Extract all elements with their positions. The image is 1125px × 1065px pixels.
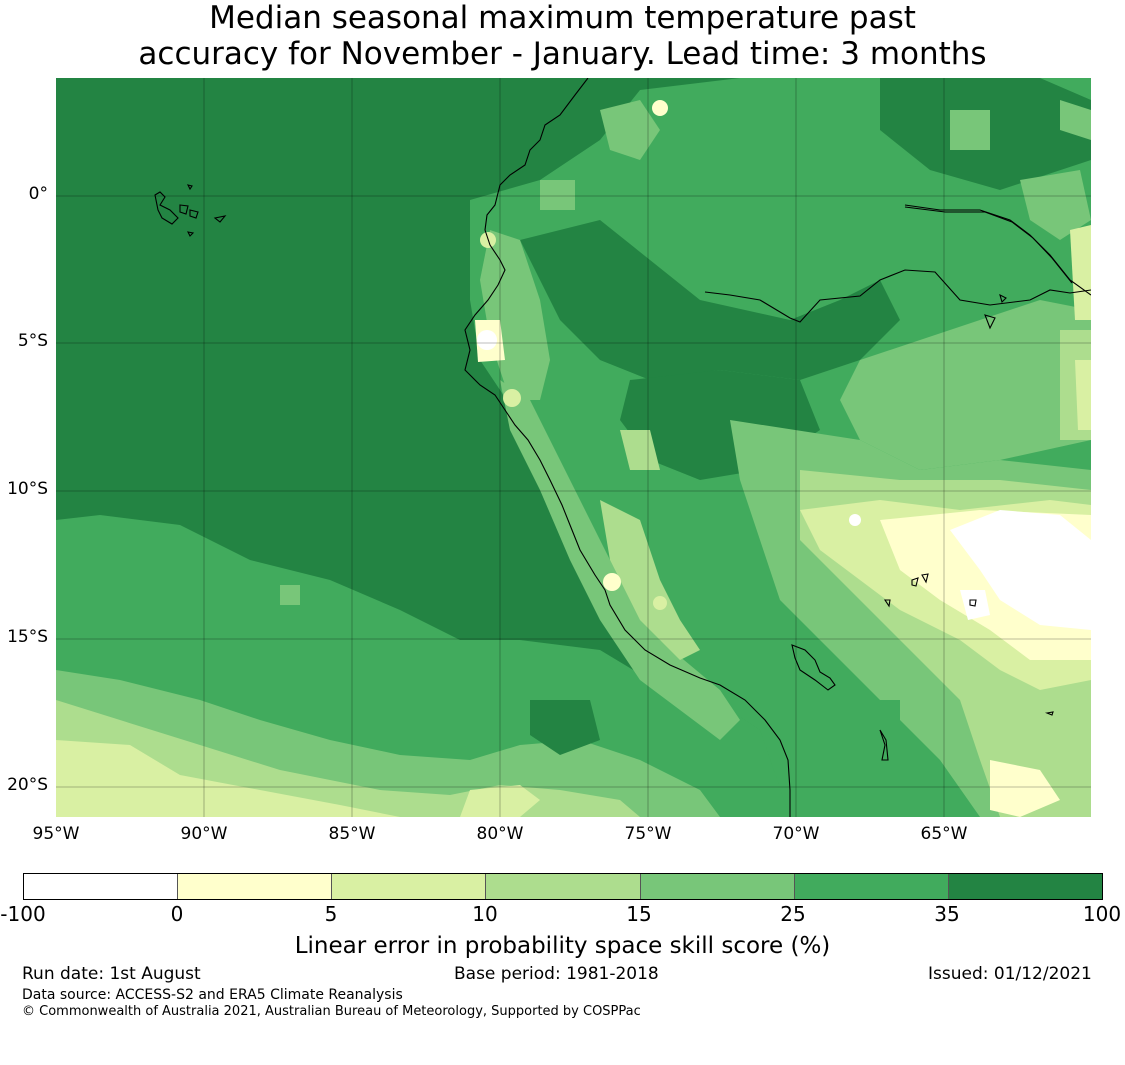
data-source: Data source: ACCESS-S2 and ERA5 Climate … (22, 987, 403, 1003)
lat-label-20s: 20°S (7, 775, 48, 795)
colorbar-tick: 10 (472, 902, 498, 926)
skill-score-map (56, 78, 1091, 817)
colorbar-segment-5 (640, 874, 795, 899)
lon-label-85w: 85°W (328, 824, 376, 844)
chart-title: Median seasonal maximum temperature past… (0, 0, 1125, 72)
lon-label-90w: 90°W (180, 824, 228, 844)
lat-label-5s: 5°S (17, 331, 48, 351)
lon-label-70w: 70°W (772, 824, 820, 844)
colorbar (23, 873, 1103, 900)
lat-label-10s: 10°S (7, 479, 48, 499)
lat-label-15s: 15°S (7, 627, 48, 647)
base-period: Base period: 1981-2018 (454, 964, 659, 984)
graticule (56, 78, 1091, 817)
copyright: © Commonwealth of Australia 2021, Austra… (22, 1004, 641, 1019)
colorbar-segment-4 (486, 874, 641, 899)
colorbar-tick: 15 (626, 902, 652, 926)
title-line-1: Median seasonal maximum temperature past (209, 0, 916, 36)
lon-label-65w: 65°W (920, 824, 968, 844)
colorbar-segment-1 (24, 874, 179, 899)
lat-label-0: 0° (28, 184, 48, 204)
colorbar-label: Linear error in probability space skill … (294, 933, 831, 959)
lon-label-75w: 75°W (624, 824, 672, 844)
map-field (56, 78, 1091, 817)
colorbar-tick: 100 (1082, 902, 1122, 926)
colorbar-tick: 25 (780, 902, 806, 926)
colorbar-tick: 0 (170, 902, 184, 926)
lon-label-95w: 95°W (32, 824, 80, 844)
issued-date: Issued: 01/12/2021 (928, 964, 1092, 984)
colorbar-segment-2 (178, 874, 333, 899)
run-date: Run date: 1st August (22, 964, 201, 984)
colorbar-segment-7 (948, 874, 1102, 899)
colorbar-segment-6 (794, 874, 949, 899)
colorbar-tick: 35 (934, 902, 960, 926)
title-line-2: accuracy for November - January. Lead ti… (138, 36, 987, 72)
colorbar-segment-3 (332, 874, 487, 899)
coastline (154, 78, 1091, 817)
colorbar-tick: 5 (324, 902, 338, 926)
lon-label-80w: 80°W (476, 824, 524, 844)
colorbar-tick: -100 (0, 902, 46, 926)
